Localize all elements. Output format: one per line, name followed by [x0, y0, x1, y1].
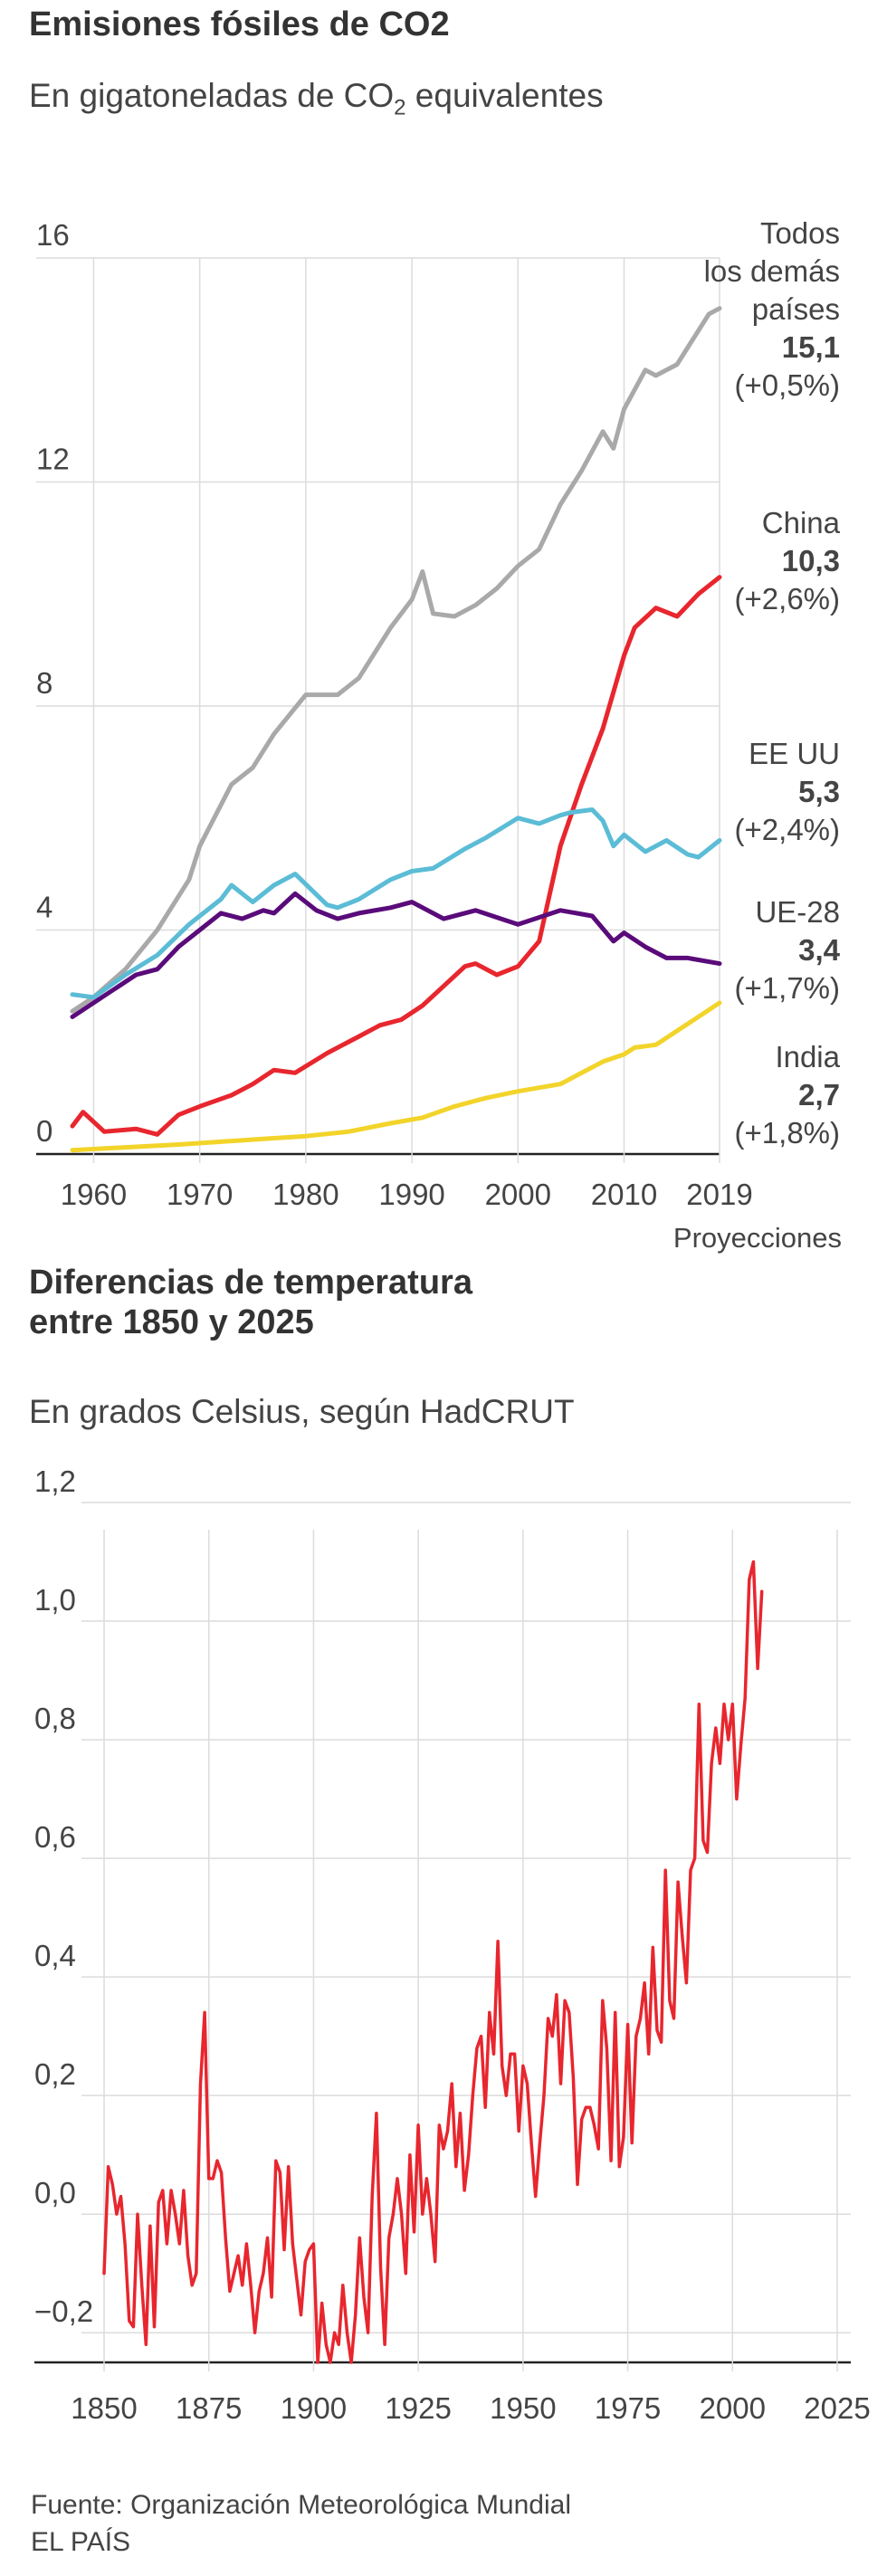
chart2-y-tick-label: 0,2	[34, 2057, 76, 2091]
chart2-y-tick-label: 1,0	[34, 1583, 76, 1617]
footer: Fuente: Organización Meteorológica Mundi…	[31, 2487, 571, 2561]
chart1-gridlines	[36, 257, 720, 1156]
chart1-x-tick-label: 2019	[686, 1178, 752, 1211]
chart1-series-lines	[70, 306, 722, 1153]
chart2-x-ticks: 1850 1875 1900 1925 1950 1975 2000 2025	[71, 1530, 871, 2425]
chart2-y-tick-label: 0,0	[34, 2176, 76, 2209]
chart1-series-line-ue-28	[70, 891, 722, 1019]
chart2-x-tick-label: 1900	[281, 2391, 347, 2425]
chart1-x-ticks: 1960 1970 1980 1990 2000 2010 2019	[61, 258, 753, 1211]
chart1-series-line-ee-uu	[70, 807, 722, 1000]
chart2-x-tick-label: 2025	[804, 2391, 870, 2425]
chart1-x-tick-label: 1990	[378, 1178, 444, 1211]
chart2-y-tick-label: 0,4	[34, 1939, 76, 1972]
chart1-label-todos-change: (+0,5%)	[735, 368, 840, 402]
chart1-series-labels: Todos los demás países 15,1 (+0,5%) China 10,3…	[704, 216, 841, 1150]
chart1-x-tick-label: 1980	[272, 1178, 339, 1211]
chart2-title-line-1: Diferencias de temperatura	[29, 1264, 472, 1302]
chart1-x-tick-label: 1960	[61, 1178, 127, 1211]
chart1-label-india-value: 2,7	[798, 1078, 840, 1111]
chart2-temperature-line	[102, 1560, 764, 2364]
temperature-chart: −0,2 0,0 0,2 0,4 0,6 0,8 1,0 1,2 1850 1875 1900 19…	[34, 1466, 871, 2425]
chart2-title: Diferencias de temperatura entre 1850 y …	[29, 1264, 472, 1342]
chart1-label-ue-28-change: (+1,7%)	[735, 971, 840, 1005]
chart1-x-tick-label: 2010	[591, 1178, 657, 1211]
chart2-subtitle: En grados Celsius, según HadCRUT	[29, 1393, 575, 1430]
chart1-label-china-name: China	[762, 506, 841, 539]
chart1-series-line-todos	[70, 306, 722, 1014]
chart2-y-tick-label: 1,2	[34, 1466, 76, 1498]
chart1-y-tick-label: 16	[36, 218, 70, 252]
chart1-series-line-china	[70, 575, 722, 1137]
chart1-y-tick-labels: 0 4 8 12 16	[36, 218, 70, 1148]
chart2-x-tick-label: 1975	[595, 2391, 661, 2425]
chart2-y-tick-label: −0,2	[34, 2295, 93, 2328]
chart1-y-tick-label: 0	[36, 1114, 52, 1148]
chart1-label-ee-uu-value: 5,3	[798, 775, 840, 808]
chart1-x-tick-label: 2000	[485, 1178, 551, 1211]
chart1-y-tick-label: 12	[36, 443, 70, 476]
chart2-x-tick-label: 1925	[385, 2391, 451, 2425]
chart1-label-ue-28-name: UE-28	[755, 895, 840, 929]
chart1-title: Emisiones fósiles de CO2	[29, 5, 450, 43]
chart1-series-line-india	[70, 1000, 722, 1153]
chart1-subtitle: En gigatoneladas de CO2 equivalentes	[29, 77, 604, 120]
chart2-y-tick-label: 0,8	[34, 1702, 76, 1735]
chart1-y-tick-label: 8	[36, 666, 52, 700]
chart1-annotation-proyecciones: Proyecciones	[673, 1222, 842, 1254]
chart1-y-tick-label: 4	[36, 891, 52, 924]
chart1-label-ee-uu-name: EE UU	[749, 737, 840, 770]
chart2-gridlines	[34, 1502, 851, 2364]
chart2-series-lines	[102, 1560, 764, 2364]
chart1-label-todos-name: países	[752, 292, 840, 326]
chart1-label-todos-value: 15,1	[782, 330, 840, 364]
emissions-chart: 0 4 8 12 16 1960 1970 1980 1990 2000 2010 2019 Tod…	[36, 216, 842, 1254]
chart1-label-ue-28-value: 3,4	[798, 933, 841, 967]
chart1-label-india-name: India	[775, 1040, 840, 1073]
chart2-y-tick-labels: −0,2 0,0 0,2 0,4 0,6 0,8 1,0 1,2	[34, 1466, 93, 2328]
chart1-label-ee-uu-change: (+2,4%)	[735, 813, 840, 846]
chart1-x-tick-label: 1970	[167, 1178, 233, 1211]
chart1-label-todos-name: los demás	[704, 254, 840, 288]
chart1-label-china-change: (+2,6%)	[735, 582, 840, 615]
chart2-x-tick-label: 1950	[490, 2391, 556, 2425]
brand-label: EL PAÍS	[31, 2526, 131, 2557]
chart1-label-todos-name: Todos	[760, 216, 840, 250]
chart2-x-tick-label: 1850	[71, 2391, 137, 2425]
chart2-title-line-2: entre 1850 y 2025	[29, 1302, 314, 1341]
chart2-x-tick-label: 1875	[176, 2391, 242, 2425]
chart2-x-tick-label: 2000	[700, 2391, 766, 2425]
chart2-y-tick-label: 0,6	[34, 1820, 76, 1854]
chart1-label-china-value: 10,3	[782, 544, 840, 577]
source-note: Fuente: Organización Meteorológica Mundi…	[31, 2490, 571, 2520]
chart1-label-india-change: (+1,8%)	[735, 1116, 840, 1150]
